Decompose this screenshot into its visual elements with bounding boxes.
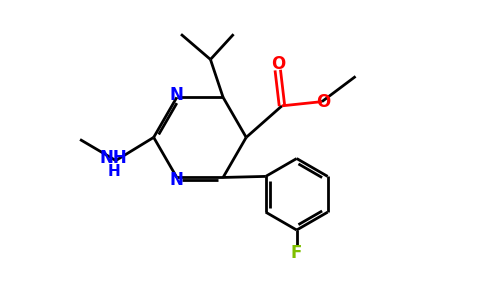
Text: O: O xyxy=(271,55,285,73)
Text: H: H xyxy=(107,164,120,178)
Text: N: N xyxy=(170,171,184,189)
Text: NH: NH xyxy=(100,148,128,166)
Text: O: O xyxy=(316,94,330,112)
Text: F: F xyxy=(291,244,302,262)
Text: N: N xyxy=(170,86,184,104)
